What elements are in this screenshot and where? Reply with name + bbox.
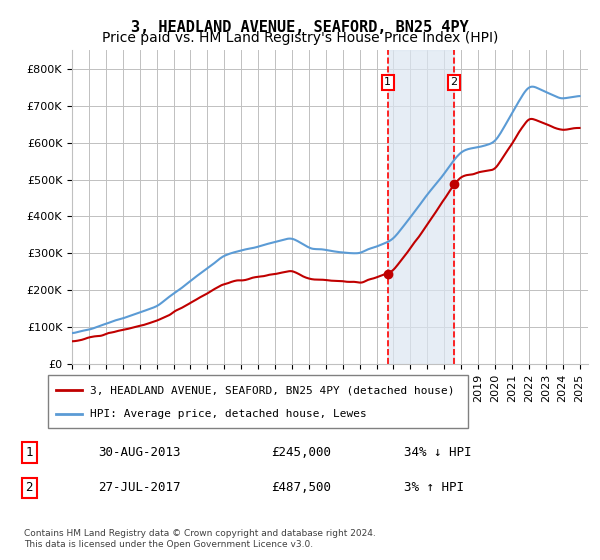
Text: 3, HEADLAND AVENUE, SEAFORD, BN25 4PY (detached house): 3, HEADLAND AVENUE, SEAFORD, BN25 4PY (d… [90, 385, 455, 395]
Text: £487,500: £487,500 [271, 482, 331, 494]
Text: 2: 2 [26, 482, 33, 494]
FancyBboxPatch shape [48, 375, 468, 428]
Text: 2: 2 [451, 77, 458, 87]
Text: 27-JUL-2017: 27-JUL-2017 [98, 482, 181, 494]
Text: 1: 1 [385, 77, 391, 87]
Bar [388, 50, 454, 364]
Text: 3% ↑ HPI: 3% ↑ HPI [404, 482, 464, 494]
Text: 30-AUG-2013: 30-AUG-2013 [98, 446, 181, 459]
Text: 1: 1 [26, 446, 33, 459]
Text: 34% ↓ HPI: 34% ↓ HPI [404, 446, 471, 459]
Text: Price paid vs. HM Land Registry's House Price Index (HPI): Price paid vs. HM Land Registry's House … [102, 31, 498, 45]
Text: 3, HEADLAND AVENUE, SEAFORD, BN25 4PY: 3, HEADLAND AVENUE, SEAFORD, BN25 4PY [131, 20, 469, 35]
Text: HPI: Average price, detached house, Lewes: HPI: Average price, detached house, Lewe… [90, 408, 367, 418]
Text: Contains HM Land Registry data © Crown copyright and database right 2024.
This d: Contains HM Land Registry data © Crown c… [24, 529, 376, 549]
Text: £245,000: £245,000 [271, 446, 331, 459]
